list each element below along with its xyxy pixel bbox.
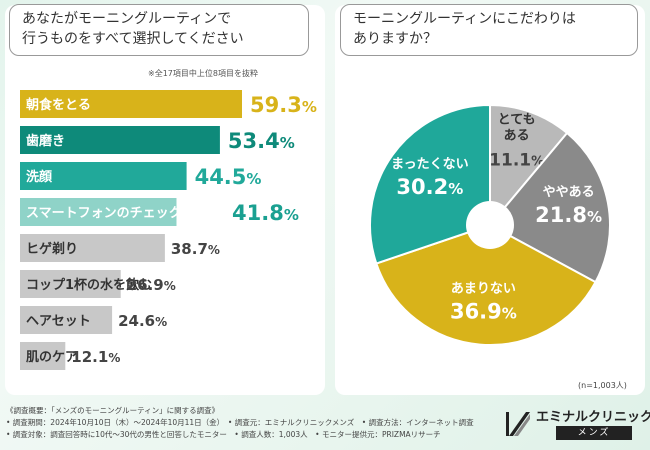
bar — [20, 342, 66, 370]
pie-value-label: 36.9% — [450, 300, 517, 324]
pie-chart-question: モーニングルーティンにこだわりは ありますか？ — [340, 4, 638, 56]
pie-slice — [489, 103, 569, 228]
donut-hole — [466, 201, 514, 249]
bar-value-label: 12.1% — [71, 348, 120, 366]
bar — [20, 306, 113, 334]
brand-name: エミナルクリニック — [536, 410, 650, 425]
bar — [20, 162, 187, 190]
bar-value-label: 24.6% — [118, 312, 167, 330]
bar-chart: 朝食をとる 59.3% 歯磨き 53.4% 洗顔 44.5% スマートフォンのチェック 41.… — [20, 90, 317, 370]
survey-footer: 《調査概要：「メンズのモーニングルーティン」に関する調査》 • 調査期間：202… — [6, 405, 474, 441]
pie-chart-question-line2: ありますか？ — [353, 31, 437, 47]
bar-value-label: 53.4% — [228, 129, 295, 153]
bar-chart-question-line1: あなたがモーニングルーティンで — [22, 11, 232, 27]
pie-category-label: ややある — [543, 185, 595, 200]
bar-value-label: 26.9% — [127, 276, 176, 294]
bar — [20, 234, 165, 262]
pie-value-label: 30.2% — [396, 175, 463, 199]
bar-value-label: 41.8% — [232, 201, 299, 225]
bar-category-label: ヒゲ剃り — [26, 241, 78, 257]
bar-category-label: 洗顔 — [26, 169, 53, 185]
bar-chart-question-line2: 行うものをすべて選択してください — [22, 31, 244, 47]
bar-category-label: 歯磨き — [26, 133, 65, 149]
pie-slice — [488, 131, 611, 284]
bar — [20, 126, 220, 154]
footer-line1: 《調査概要：「メンズのモーニングルーティン」に関する調査》 — [6, 406, 220, 415]
pie-slice — [369, 103, 491, 265]
pie-value-label: 21.8% — [535, 203, 602, 227]
bar-value-label: 44.5% — [195, 165, 262, 189]
pie-category-label: あまりない — [451, 282, 516, 297]
bar-category-label: ヘアセット — [26, 314, 91, 329]
brand-subtitle: メンズ — [556, 426, 632, 440]
pie-slice — [375, 223, 597, 346]
bar — [20, 90, 242, 118]
pie-category-label: とても — [498, 113, 536, 128]
pie-category-label: ある — [504, 129, 530, 144]
sample-size: (n=1,003人) — [578, 381, 627, 390]
pie-category-label: まったくない — [391, 157, 468, 172]
bar-category-label: 朝食をとる — [26, 97, 91, 113]
bar-category-label: 肌のケア — [26, 350, 78, 365]
clinic-logo-icon — [506, 412, 530, 436]
brand-logo: エミナルクリニック メンズ — [504, 404, 650, 444]
bar-category-label: コップ1杯の水を飲む — [26, 277, 152, 293]
pie-value-label: 11.1% — [489, 151, 544, 171]
bar — [20, 198, 177, 226]
bar-chart-note: ※全17項目中上位8項目を抜粋 — [148, 69, 258, 78]
bar — [20, 270, 121, 298]
bar-category-label: スマートフォンのチェック — [26, 206, 182, 221]
pie-chart-question-line1: モーニングルーティンにこだわりは — [353, 11, 576, 27]
bar-value-label: 38.7% — [171, 240, 220, 258]
bar-value-label: 59.3% — [250, 93, 317, 117]
footer-line2: • 調査期間：2024年10月10日（木）～2024年10月11日（金） • 調… — [6, 418, 474, 427]
footer-line3: • 調査対象：調査回答時に10代～30代の男性と回答したモニター • 調査人数：… — [6, 430, 441, 439]
bar-chart-question: あなたがモーニングルーティンで 行うものをすべて選択してください — [9, 4, 309, 56]
